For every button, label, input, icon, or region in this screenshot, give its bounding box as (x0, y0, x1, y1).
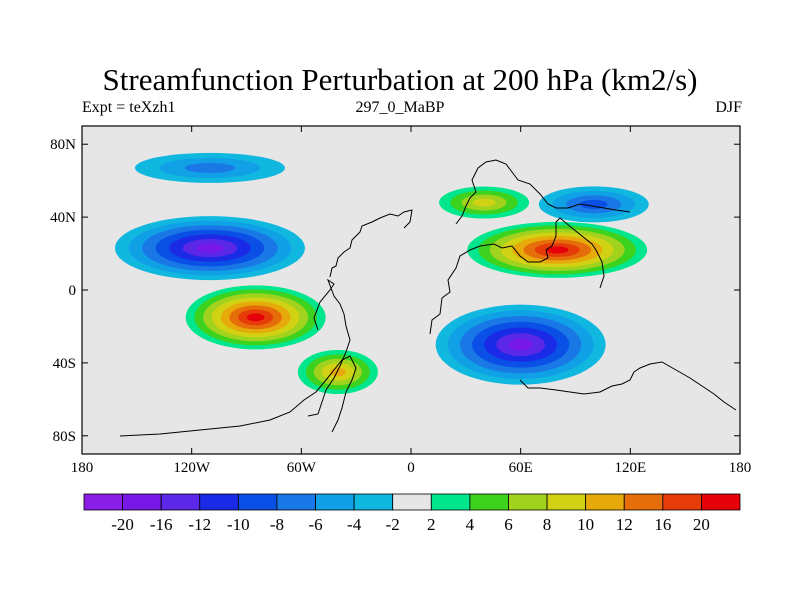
y-tick-label: 40N (50, 210, 76, 226)
pressure-center-low-1 (134, 152, 285, 183)
colorbar-label: -6 (308, 515, 322, 534)
contour-band (545, 246, 569, 254)
colorbar-swatch (353, 493, 394, 511)
pressure-center-high-4 (467, 221, 648, 278)
y-tick-label: 80N (50, 137, 76, 153)
contour-band (508, 338, 533, 351)
chart-title: Streamfunction Perturbation at 200 hPa (… (102, 62, 698, 97)
pressure-center-low-3 (538, 186, 649, 223)
x-tick-label: 120W (173, 460, 211, 476)
colorbar-swatch (430, 493, 471, 511)
pressure-center-low-2 (435, 304, 606, 385)
colorbar-swatch (160, 493, 201, 511)
colorbar-swatch (508, 493, 548, 511)
pressure-center-low-0 (114, 216, 305, 281)
contour-band (472, 198, 496, 207)
experiment-label: Expt = teXzh1 (82, 99, 176, 116)
pressure-center-high-7 (439, 186, 530, 219)
x-tick-label: 120E (614, 460, 646, 476)
axes: 180 120W 60W 0 60E 120E 180 80N 40N 0 40S 80S (50, 126, 751, 476)
outline-australia (519, 361, 737, 411)
colorbar-swatch (276, 493, 316, 511)
colorbar-label: 10 (577, 515, 594, 534)
colorbar-label: 8 (543, 515, 552, 534)
colorbar-label: -16 (150, 515, 173, 534)
colorbar-label: -20 (111, 515, 134, 534)
colorbar-label: 12 (616, 515, 633, 534)
outline-africa (429, 217, 605, 335)
colorbar-label: 20 (693, 515, 710, 534)
x-tick-label: 180 (729, 460, 752, 476)
colorbar-label: -12 (188, 515, 211, 534)
colorbar-label: 4 (466, 515, 475, 534)
outline-antarctic-edge (119, 355, 357, 437)
colorbar-label: 16 (654, 515, 671, 534)
colorbar-label: 6 (504, 515, 513, 534)
contour-field (82, 126, 740, 454)
colorbar-swatch (392, 493, 432, 511)
outline-eurasia (455, 159, 631, 225)
colorbar-swatch (623, 493, 664, 511)
colorbar: -20 -16 -12 -10 -8 -6 -4 -2 2 4 6 8 10 12 16 20 (83, 493, 741, 534)
y-tick-label: 40S (53, 356, 76, 372)
colorbar-swatch (662, 493, 702, 511)
colorbar-swatch (469, 493, 509, 511)
colorbar-label: -8 (270, 515, 284, 534)
colorbar-label: -10 (227, 515, 250, 534)
y-tick-label: 0 (69, 283, 77, 299)
contour-band (579, 199, 608, 209)
season-label: DJF (715, 99, 742, 116)
colorbar-swatch (546, 493, 587, 511)
outline-americas (329, 209, 413, 278)
continent-outlines (119, 159, 737, 437)
colorbar-swatch (315, 493, 355, 511)
x-tick-label: 180 (71, 460, 94, 476)
x-tick-label: 60E (509, 460, 533, 476)
case-label: 297_0_MaBP (355, 99, 445, 116)
pressure-center-high-5 (185, 285, 326, 350)
colorbar-label: -2 (386, 515, 400, 534)
colorbar-swatch (585, 493, 625, 511)
contour-band (184, 162, 235, 173)
colorbar-swatch (701, 493, 741, 511)
outline-south-america (307, 278, 351, 417)
colorbar-swatch (122, 493, 162, 511)
y-tick-label: 80S (53, 429, 76, 445)
pressure-center-high-6 (297, 350, 378, 394)
contour-band (246, 313, 265, 322)
x-tick-label: 0 (407, 460, 415, 476)
colorbar-swatch (83, 493, 123, 511)
colorbar-swatch (199, 493, 239, 511)
colorbar-label: -4 (347, 515, 362, 534)
x-tick-label: 60W (287, 460, 317, 476)
colorbar-swatch (237, 493, 278, 511)
colorbar-label: 2 (427, 515, 436, 534)
contour-band (196, 243, 224, 253)
